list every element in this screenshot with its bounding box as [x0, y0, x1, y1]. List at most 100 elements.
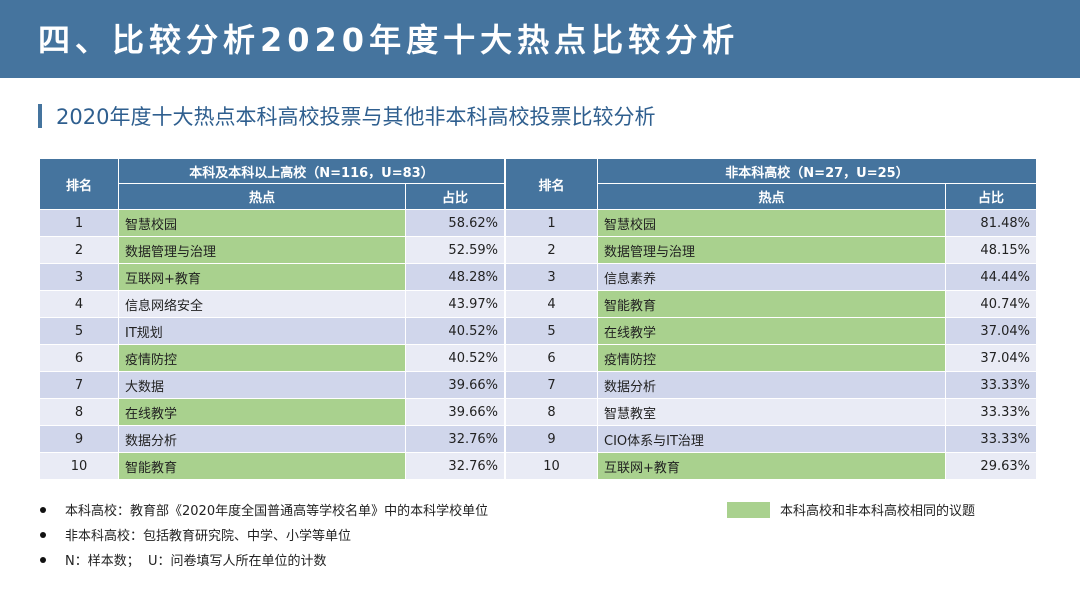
pct-cell: 29.63% — [945, 452, 1037, 480]
footnote-item: 本科高校：教育部《2020年度全国普通高等学校名单》中的本科学校单位 — [40, 497, 488, 522]
topic-cell: 智能教育 — [118, 452, 406, 480]
footnote-text: 非本科高校：包括教育研究院、中学、小学等单位 — [65, 529, 352, 544]
footnote-text: N：样本数； U：问卷填写人所在单位的计数 — [65, 554, 327, 569]
pct-cell: 32.76% — [405, 452, 505, 480]
rank-cell: 4 — [505, 290, 598, 318]
rank-cell: 7 — [505, 371, 598, 399]
pct-cell: 52.59% — [405, 236, 505, 264]
pct-cell: 40.52% — [405, 317, 505, 345]
title-bar: 四、比较分析2020年度十大热点比较分析 — [0, 0, 1080, 78]
topic-cell: 智慧校园 — [118, 209, 406, 237]
topic-cell: 互联网+教育 — [118, 263, 406, 291]
topic-cell: 疫情防控 — [597, 344, 946, 372]
footnote-item: N：样本数； U：问卷填写人所在单位的计数 — [40, 547, 488, 572]
rank-cell: 10 — [39, 452, 119, 480]
topic-header: 热点 — [118, 183, 406, 210]
table-row: 4 信息网络安全 43.97% — [39, 290, 505, 318]
rank-cell: 5 — [505, 317, 598, 345]
table-row: 9 数据分析 32.76% — [39, 425, 505, 453]
rank-cell: 1 — [505, 209, 598, 237]
bullet-icon — [40, 506, 46, 513]
table-row: 8 在线教学 39.66% — [39, 398, 505, 426]
topic-cell: 疫情防控 — [118, 344, 406, 372]
rank-cell: 1 — [39, 209, 119, 237]
topic-cell: 数据管理与治理 — [597, 236, 946, 264]
topic-header: 热点 — [597, 183, 946, 210]
pct-cell: 40.52% — [405, 344, 505, 372]
bullet-icon — [40, 531, 46, 538]
pct-cell: 33.33% — [945, 398, 1037, 426]
footnote-item: 非本科高校：包括教育研究院、中学、小学等单位 — [40, 522, 488, 547]
rank-cell: 5 — [39, 317, 119, 345]
rank-cell: 8 — [39, 398, 119, 426]
topic-cell: 数据分析 — [597, 371, 946, 399]
topic-cell: 信息网络安全 — [118, 290, 406, 318]
topic-cell: 智慧教室 — [597, 398, 946, 426]
rank-cell: 4 — [39, 290, 119, 318]
topic-cell: 智慧校园 — [597, 209, 946, 237]
rank-cell: 7 — [39, 371, 119, 399]
pct-cell: 44.44% — [945, 263, 1037, 291]
topic-cell: CIO体系与IT治理 — [597, 425, 946, 453]
topic-cell: 数据分析 — [118, 425, 406, 453]
table-row: 8 智慧教室 33.33% — [505, 398, 1037, 426]
table-row: 3 互联网+教育 48.28% — [39, 263, 505, 291]
table-row: 9 CIO体系与IT治理 33.33% — [505, 425, 1037, 453]
group-header: 非本科高校（N=27，U=25） — [597, 158, 1037, 184]
pct-cell: 37.04% — [945, 344, 1037, 372]
table-row: 2 数据管理与治理 52.59% — [39, 236, 505, 264]
topic-cell: 智能教育 — [597, 290, 946, 318]
topic-cell: 在线教学 — [597, 317, 946, 345]
pct-cell: 39.66% — [405, 398, 505, 426]
pct-cell: 39.66% — [405, 371, 505, 399]
table-row: 6 疫情防控 40.52% — [39, 344, 505, 372]
legend-swatch — [727, 501, 770, 518]
legend: 本科高校和非本科高校相同的议题 — [727, 500, 975, 519]
rank-cell: 2 — [505, 236, 598, 264]
legend-label: 本科高校和非本科高校相同的议题 — [780, 504, 976, 519]
footnote-text: 本科高校：教育部《2020年度全国普通高等学校名单》中的本科学校单位 — [65, 504, 489, 519]
table-row: 1 智慧校园 58.62% — [39, 209, 505, 237]
rank-cell: 6 — [39, 344, 119, 372]
topic-cell: 互联网+教育 — [597, 452, 946, 480]
footnotes: 本科高校：教育部《2020年度全国普通高等学校名单》中的本科学校单位 非本科高校… — [40, 497, 488, 572]
table-row: 5 在线教学 37.04% — [505, 317, 1037, 345]
subtitle-accent-bar — [38, 104, 42, 128]
topic-cell: 信息素养 — [597, 263, 946, 291]
topic-cell: IT规划 — [118, 317, 406, 345]
table-row: 2 数据管理与治理 48.15% — [505, 236, 1037, 264]
pct-cell: 40.74% — [945, 290, 1037, 318]
table-row: 10 互联网+教育 29.63% — [505, 452, 1037, 480]
page-title: 四、比较分析2020年度十大热点比较分析 — [38, 21, 740, 59]
group-header: 本科及本科以上高校（N=116，U=83） — [118, 158, 505, 184]
table-row: 5 IT规划 40.52% — [39, 317, 505, 345]
pct-cell: 33.33% — [945, 425, 1037, 453]
pct-cell: 37.04% — [945, 317, 1037, 345]
pct-cell: 32.76% — [405, 425, 505, 453]
table-row: 3 信息素养 44.44% — [505, 263, 1037, 291]
rank-cell: 2 — [39, 236, 119, 264]
table-undergraduate: 排名 本科及本科以上高校（N=116，U=83） 热点 占比 1 智慧校园 58.6… — [39, 158, 505, 480]
table-row: 10 智能教育 32.76% — [39, 452, 505, 480]
rank-header: 排名 — [505, 158, 598, 210]
rank-header: 排名 — [39, 158, 119, 210]
pct-cell: 58.62% — [405, 209, 505, 237]
topic-cell: 大数据 — [118, 371, 406, 399]
topic-cell: 在线教学 — [118, 398, 406, 426]
rank-cell: 3 — [39, 263, 119, 291]
pct-cell: 43.97% — [405, 290, 505, 318]
table-row: 7 大数据 39.66% — [39, 371, 505, 399]
rank-cell: 10 — [505, 452, 598, 480]
table-row: 4 智能教育 40.74% — [505, 290, 1037, 318]
rank-cell: 9 — [39, 425, 119, 453]
table-row: 1 智慧校园 81.48% — [505, 209, 1037, 237]
table-row: 6 疫情防控 37.04% — [505, 344, 1037, 372]
pct-cell: 48.15% — [945, 236, 1037, 264]
pct-cell: 48.28% — [405, 263, 505, 291]
pct-cell: 81.48% — [945, 209, 1037, 237]
rank-cell: 6 — [505, 344, 598, 372]
section-subtitle: 2020年度十大热点本科高校投票与其他非本科高校投票比较分析 — [38, 100, 655, 132]
topic-cell: 数据管理与治理 — [118, 236, 406, 264]
rank-cell: 3 — [505, 263, 598, 291]
table-non-undergraduate: 排名 非本科高校（N=27，U=25） 热点 占比 1 智慧校园 81.48% 2 数据… — [505, 158, 1037, 480]
